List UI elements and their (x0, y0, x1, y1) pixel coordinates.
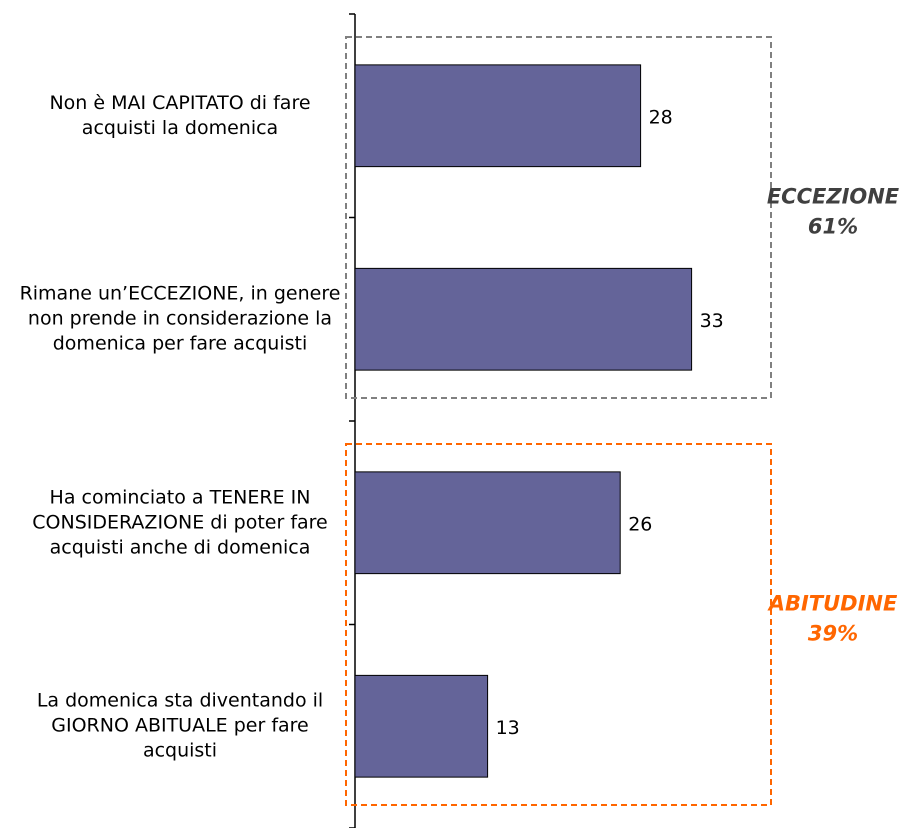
bar (354, 64, 642, 168)
value-label: 26 (628, 513, 652, 535)
group-label: 61% (808, 215, 858, 239)
bar (354, 471, 621, 575)
group-label: ECCEZIONE (767, 185, 900, 209)
group-label: ABITUDINE (767, 592, 898, 616)
category-label: Non è MAI CAPITATO di fare acquisti la d… (49, 91, 311, 139)
category-label: Ha cominciato a TENERE IN CONSIDERAZIONE… (32, 486, 328, 559)
category-label: Rimane un’ECCEZIONE, in genere non prend… (19, 282, 341, 355)
group-label: 39% (808, 622, 858, 646)
bar (354, 674, 489, 778)
group-box (345, 443, 772, 806)
group-box (345, 36, 772, 399)
bar (354, 267, 693, 371)
value-label: 13 (496, 717, 520, 739)
value-label: 28 (649, 106, 673, 128)
category-label: La domenica sta diventando il GIORNO ABI… (36, 689, 324, 762)
value-label: 33 (700, 310, 724, 332)
